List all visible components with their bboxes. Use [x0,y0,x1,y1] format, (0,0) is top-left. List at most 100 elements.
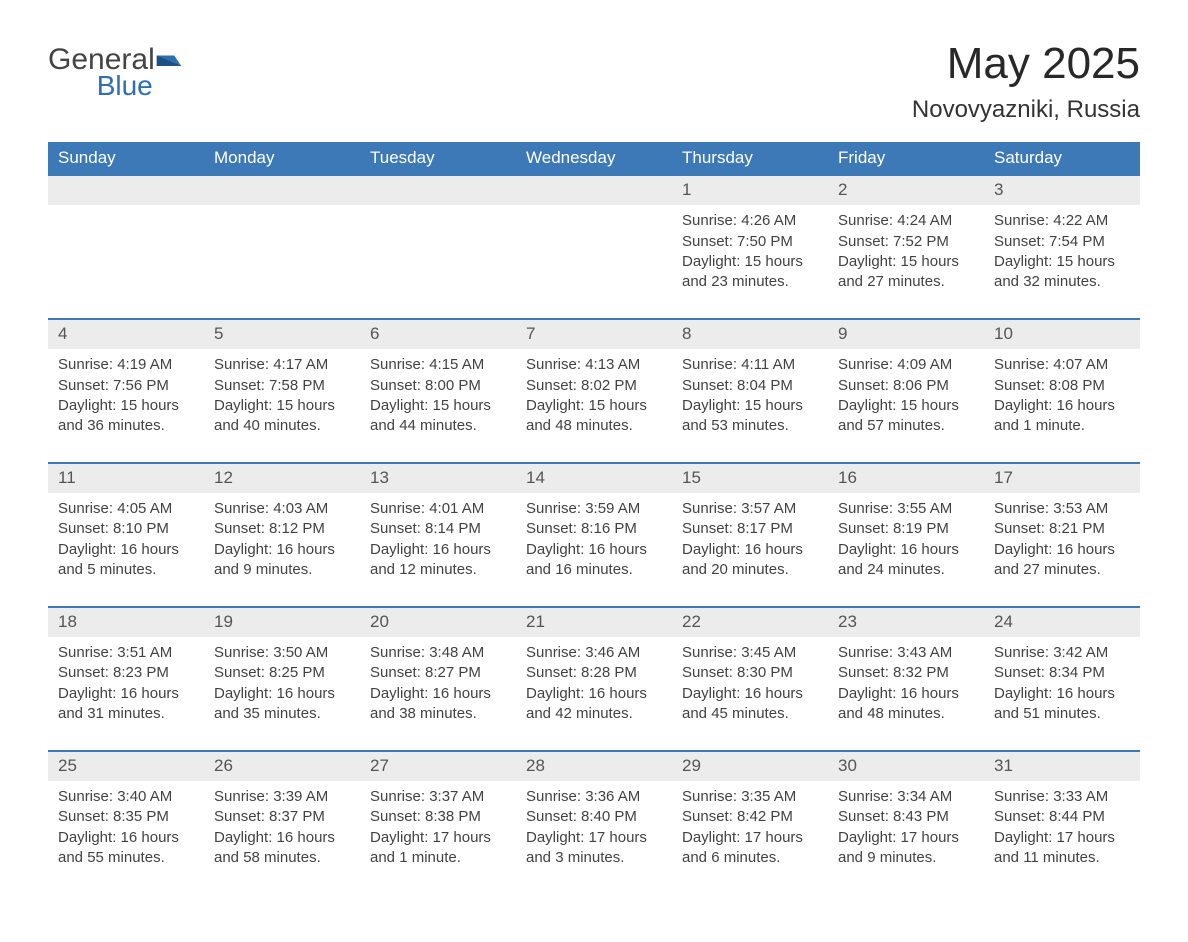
day-details: Sunrise: 4:09 AMSunset: 8:06 PMDaylight:… [828,349,984,463]
empty-daynum [360,175,516,205]
day-details: Sunrise: 4:03 AMSunset: 8:12 PMDaylight:… [204,493,360,607]
day-number: 23 [828,607,984,637]
day-details: Sunrise: 3:51 AMSunset: 8:23 PMDaylight:… [48,637,204,751]
day-details: Sunrise: 3:57 AMSunset: 8:17 PMDaylight:… [672,493,828,607]
sunset-line: Sunset: 7:50 PM [682,232,818,252]
sunrise-line: Sunrise: 4:11 AM [682,355,818,375]
sunrise-line: Sunrise: 4:01 AM [370,499,506,519]
sunrise-line: Sunrise: 4:26 AM [682,211,818,231]
day-number: 7 [516,319,672,349]
page-title: May 2025 [912,40,1140,88]
day-number: 15 [672,463,828,493]
sunset-line: Sunset: 8:00 PM [370,376,506,396]
day-number: 12 [204,463,360,493]
day-details: Sunrise: 3:35 AMSunset: 8:42 PMDaylight:… [672,781,828,894]
sunset-line: Sunset: 7:58 PM [214,376,350,396]
daynum-row: 25262728293031 [48,751,1140,781]
empty-detail [360,205,516,319]
day-number: 10 [984,319,1140,349]
sunset-line: Sunset: 8:25 PM [214,663,350,683]
daylight-line: Daylight: 17 hours and 6 minutes. [682,828,818,869]
sunset-line: Sunset: 8:37 PM [214,807,350,827]
sunrise-line: Sunrise: 3:42 AM [994,643,1130,663]
day-details: Sunrise: 3:53 AMSunset: 8:21 PMDaylight:… [984,493,1140,607]
day-details: Sunrise: 3:40 AMSunset: 8:35 PMDaylight:… [48,781,204,894]
daynum-row: 18192021222324 [48,607,1140,637]
sunset-line: Sunset: 8:30 PM [682,663,818,683]
sunrise-line: Sunrise: 3:51 AM [58,643,194,663]
day-details: Sunrise: 3:59 AMSunset: 8:16 PMDaylight:… [516,493,672,607]
sunset-line: Sunset: 8:42 PM [682,807,818,827]
sunrise-line: Sunrise: 4:22 AM [994,211,1130,231]
daynum-row: 123 [48,175,1140,205]
daylight-line: Daylight: 15 hours and 48 minutes. [526,396,662,437]
daylight-line: Daylight: 15 hours and 32 minutes. [994,252,1130,293]
daylight-line: Daylight: 16 hours and 38 minutes. [370,684,506,725]
day-details: Sunrise: 3:48 AMSunset: 8:27 PMDaylight:… [360,637,516,751]
sunrise-line: Sunrise: 3:48 AM [370,643,506,663]
day-number: 27 [360,751,516,781]
day-number: 18 [48,607,204,637]
daylight-line: Daylight: 17 hours and 9 minutes. [838,828,974,869]
day-number: 11 [48,463,204,493]
daylight-line: Daylight: 17 hours and 11 minutes. [994,828,1130,869]
day-details: Sunrise: 4:07 AMSunset: 8:08 PMDaylight:… [984,349,1140,463]
sunset-line: Sunset: 8:21 PM [994,519,1130,539]
daylight-line: Daylight: 16 hours and 45 minutes. [682,684,818,725]
daylight-line: Daylight: 16 hours and 16 minutes. [526,540,662,581]
day-number: 24 [984,607,1140,637]
daylight-line: Daylight: 16 hours and 12 minutes. [370,540,506,581]
sunrise-line: Sunrise: 4:13 AM [526,355,662,375]
day-details: Sunrise: 3:37 AMSunset: 8:38 PMDaylight:… [360,781,516,894]
daylight-line: Daylight: 17 hours and 1 minute. [370,828,506,869]
day-number: 16 [828,463,984,493]
sunrise-line: Sunrise: 3:57 AM [682,499,818,519]
daylight-line: Daylight: 17 hours and 3 minutes. [526,828,662,869]
daylight-line: Daylight: 16 hours and 27 minutes. [994,540,1130,581]
day-details: Sunrise: 3:50 AMSunset: 8:25 PMDaylight:… [204,637,360,751]
day-details: Sunrise: 3:45 AMSunset: 8:30 PMDaylight:… [672,637,828,751]
detail-row: Sunrise: 3:40 AMSunset: 8:35 PMDaylight:… [48,781,1140,894]
daylight-line: Daylight: 16 hours and 48 minutes. [838,684,974,725]
daylight-line: Daylight: 16 hours and 5 minutes. [58,540,194,581]
detail-row: Sunrise: 4:19 AMSunset: 7:56 PMDaylight:… [48,349,1140,463]
sunset-line: Sunset: 8:44 PM [994,807,1130,827]
sunrise-line: Sunrise: 3:39 AM [214,787,350,807]
daylight-line: Daylight: 16 hours and 1 minute. [994,396,1130,437]
sunset-line: Sunset: 8:12 PM [214,519,350,539]
day-details: Sunrise: 3:42 AMSunset: 8:34 PMDaylight:… [984,637,1140,751]
empty-daynum [204,175,360,205]
sunrise-line: Sunrise: 3:55 AM [838,499,974,519]
daylight-line: Daylight: 16 hours and 31 minutes. [58,684,194,725]
sunrise-line: Sunrise: 4:05 AM [58,499,194,519]
location-subtitle: Novovyazniki, Russia [912,96,1140,124]
day-details: Sunrise: 4:26 AMSunset: 7:50 PMDaylight:… [672,205,828,319]
day-number: 31 [984,751,1140,781]
day-details: Sunrise: 4:13 AMSunset: 8:02 PMDaylight:… [516,349,672,463]
sunrise-line: Sunrise: 3:50 AM [214,643,350,663]
page: General Blue May 2025 Novovyazniki, Russ… [0,0,1188,942]
column-header: Thursday [672,142,828,175]
sunset-line: Sunset: 8:40 PM [526,807,662,827]
day-details: Sunrise: 3:39 AMSunset: 8:37 PMDaylight:… [204,781,360,894]
daynum-row: 45678910 [48,319,1140,349]
daylight-line: Daylight: 16 hours and 35 minutes. [214,684,350,725]
sunset-line: Sunset: 8:14 PM [370,519,506,539]
day-number: 5 [204,319,360,349]
day-number: 22 [672,607,828,637]
sunrise-line: Sunrise: 3:36 AM [526,787,662,807]
day-details: Sunrise: 3:46 AMSunset: 8:28 PMDaylight:… [516,637,672,751]
sunrise-line: Sunrise: 3:59 AM [526,499,662,519]
column-header: Saturday [984,142,1140,175]
day-number: 21 [516,607,672,637]
calendar-body: 123 Sunrise: 4:26 AMSunset: 7:50 PM Daylig… [48,175,1140,894]
day-details: Sunrise: 4:19 AMSunset: 7:56 PMDaylight:… [48,349,204,463]
column-header: Tuesday [360,142,516,175]
detail-row: Sunrise: 4:26 AMSunset: 7:50 PM Daylight:… [48,205,1140,319]
sunset-line: Sunset: 8:17 PM [682,519,818,539]
daylight-line: Daylight: 15 hours and 57 minutes. [838,396,974,437]
day-details: Sunrise: 3:55 AMSunset: 8:19 PMDaylight:… [828,493,984,607]
sunrise-line: Sunrise: 4:03 AM [214,499,350,519]
day-number: 26 [204,751,360,781]
daylight-line: Daylight: 15 hours and 40 minutes. [214,396,350,437]
